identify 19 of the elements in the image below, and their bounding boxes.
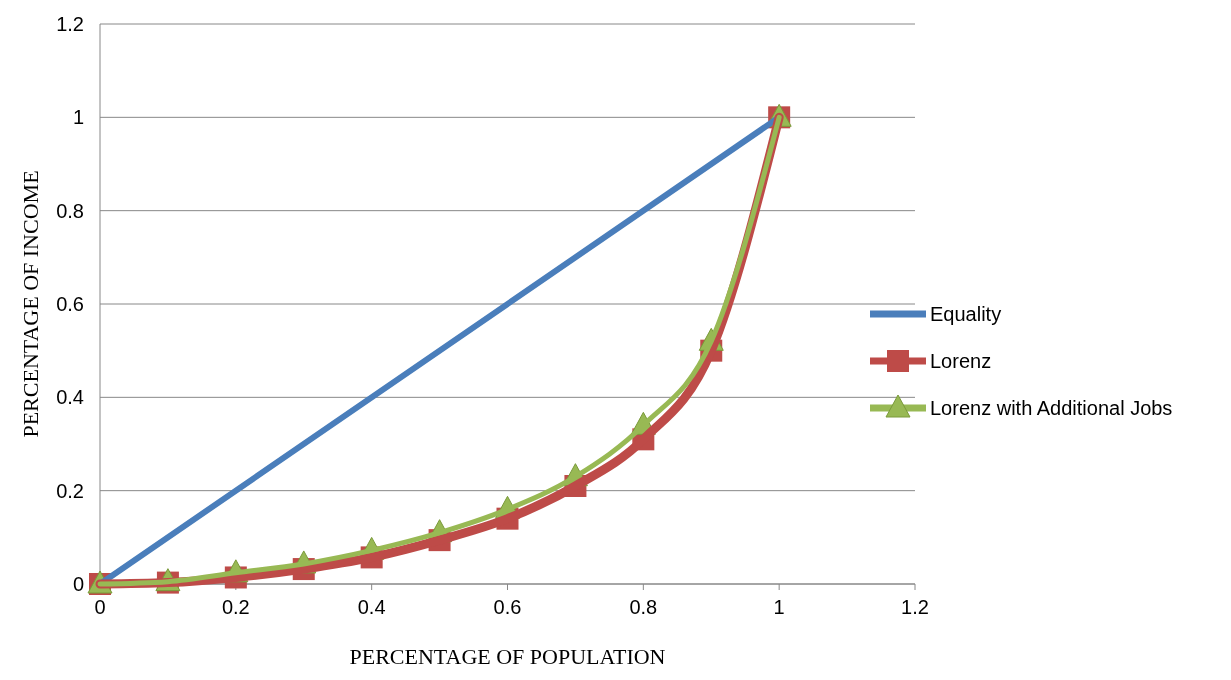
x-tick-label: 0.2: [221, 596, 250, 618]
x-tick-label: 1.2: [901, 596, 929, 618]
legend-label: Lorenz with Additional Jobs: [930, 397, 1173, 419]
x-tick-label: 0: [94, 596, 106, 618]
y-tick-label: 1: [72, 106, 84, 129]
y-tick-label: 0.2: [56, 479, 84, 502]
y-tick-label: 1.2: [56, 13, 84, 35]
x-tick-label: 0.8: [629, 596, 658, 618]
y-tick-label: 0.4: [56, 386, 84, 409]
y-tick-label: 0.8: [56, 199, 84, 222]
x-tick-label: 0.4: [357, 596, 386, 618]
legend-label: Lorenz: [930, 350, 992, 372]
x-tick-label: 0.6: [493, 596, 522, 618]
x-tick-label: 1: [773, 596, 785, 618]
y-tick-label: 0: [72, 573, 84, 595]
x-axis-title: PERCENTAGE OF POPULATION: [349, 644, 666, 669]
y-axis-title: PERCENTAGE OF INCOME: [18, 170, 43, 438]
legend-label: Equality: [930, 303, 1002, 325]
y-tick-label: 0.6: [56, 293, 84, 315]
